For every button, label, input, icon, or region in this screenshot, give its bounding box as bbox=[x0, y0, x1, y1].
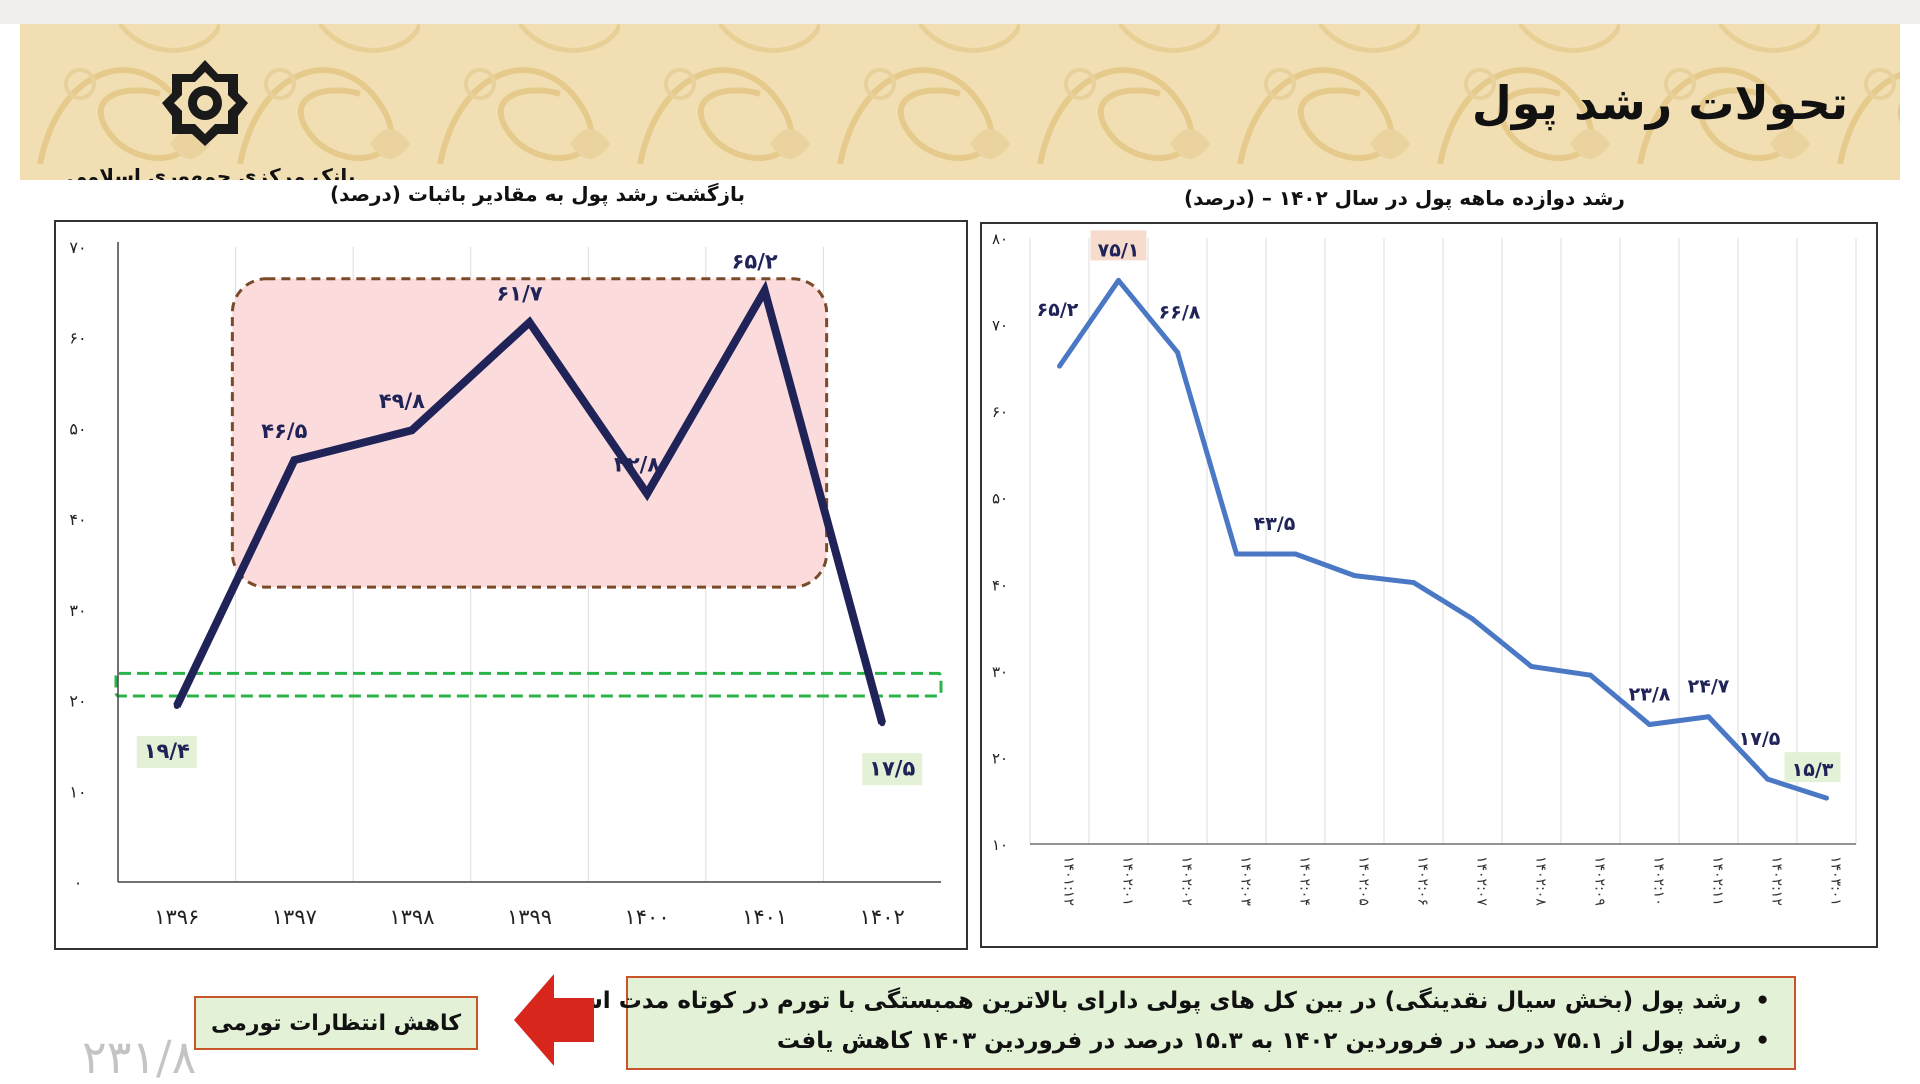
data-point bbox=[173, 703, 180, 710]
x-tick-label: ۱۴۰۲:۰۲ bbox=[1179, 856, 1195, 906]
data-label: ۴۹/۸ bbox=[379, 389, 425, 413]
y-tick-label: ۵۰ bbox=[992, 490, 1008, 508]
data-label: ۷۵/۱ bbox=[1098, 239, 1140, 261]
y-tick-label: ۲۰ bbox=[69, 692, 86, 711]
y-tick-label: ۵۰ bbox=[69, 419, 86, 438]
y-tick-label: ۴۰ bbox=[69, 510, 86, 529]
data-label: ۱۹/۴ bbox=[144, 739, 190, 763]
x-tick-label: ۱۴۰۲:۰۶ bbox=[1415, 856, 1431, 906]
y-tick-label: ۲۰ bbox=[992, 749, 1008, 767]
data-label: ۶۵/۲ bbox=[1037, 299, 1079, 321]
right-chart-svg: ۱۰ ۲۰ ۳۰ ۴۰ ۵۰ ۶۰ ۷۰ ۸۰ ۱۴۰۱:۱۲ ۱۴۰۲:۰۱ ۱۴۰۲:۰۲ ۱۴۰… bbox=[992, 230, 1857, 906]
y-tick-label: ۸۰ bbox=[992, 230, 1008, 248]
data-point bbox=[526, 319, 533, 326]
data-label: ۲۳/۸ bbox=[1629, 684, 1671, 706]
info-bullet-2: رشد پول از ۷۵.۱ درصد در فروردین ۱۴۰۲ به … bbox=[777, 1028, 1770, 1054]
y-tick-label: ۶۰ bbox=[992, 403, 1008, 421]
data-point bbox=[1234, 551, 1239, 557]
info-bullet-1: رشد پول (بخش سیال نقدینگی) در بین کل های… bbox=[556, 988, 1770, 1014]
left-chart-title: بازگشت رشد پول به مقادیر باثبات (درصد) bbox=[330, 182, 745, 206]
data-point bbox=[761, 287, 768, 294]
x-tick-label: ۱۳۹۸ bbox=[389, 905, 434, 929]
data-point bbox=[1647, 722, 1652, 728]
data-label-box bbox=[136, 736, 197, 769]
x-tick-label: ۱۳۹۷ bbox=[272, 905, 317, 929]
x-tick-label: ۱۴۰۱ bbox=[742, 905, 787, 929]
data-point bbox=[1057, 363, 1062, 369]
x-tick-label: ۱۴۰۲:۰۸ bbox=[1533, 856, 1549, 906]
data-point bbox=[291, 457, 298, 464]
data-point bbox=[1765, 776, 1770, 782]
data-point bbox=[1352, 573, 1357, 579]
data-label-box bbox=[1784, 752, 1841, 783]
x-tick-label: ۱۴۰۰ bbox=[625, 905, 670, 929]
data-point bbox=[879, 720, 886, 727]
data-label: ۴۲/۸ bbox=[614, 453, 660, 477]
x-tick-label: ۱۴۰۱:۱۲ bbox=[1061, 856, 1077, 906]
y-tick-label: ۳۰ bbox=[69, 601, 86, 620]
data-point bbox=[408, 427, 415, 434]
data-point bbox=[1824, 795, 1829, 801]
stable-band bbox=[114, 671, 943, 698]
data-point bbox=[644, 490, 651, 497]
right-chart: ۱۰ ۲۰ ۳۰ ۴۰ ۵۰ ۶۰ ۷۰ ۸۰ ۱۴۰۱:۱۲ ۱۴۰۲:۰۱ ۱۴۰۲:۰۲ ۱۴۰… bbox=[980, 222, 1878, 948]
bank-name: بانک مرکزی جمهوری اسلامی ایران bbox=[66, 164, 356, 180]
data-point bbox=[1529, 664, 1534, 670]
y-tick-label: ۷۰ bbox=[992, 317, 1008, 335]
data-point bbox=[1706, 714, 1711, 720]
x-tick-label: ۱۴۰۲:۰۴ bbox=[1297, 856, 1313, 906]
y-tick-label: ۳۰ bbox=[992, 663, 1008, 681]
x-tick-label: ۱۴۰۳:۰۱ bbox=[1828, 856, 1844, 906]
data-label: ۶۱/۷ bbox=[496, 281, 542, 305]
y-tick-label: ۷۰ bbox=[69, 238, 86, 257]
data-point bbox=[1470, 616, 1475, 622]
data-point bbox=[1175, 349, 1180, 355]
x-tick-label: ۱۳۹۹ bbox=[507, 905, 552, 929]
inflation-expectations-label: کاهش انتظارات تورمی bbox=[194, 996, 478, 1050]
x-tick-label: ۱۳۹۶ bbox=[154, 905, 199, 929]
left-arrow-icon bbox=[514, 974, 594, 1066]
data-label-box bbox=[862, 753, 923, 786]
left-chart-svg: ۰ ۱۰ ۲۰ ۳۰ ۴۰ ۵۰ ۶۰ ۷۰ ۱۳۹۶ ۱۳۹۷ ۱۳۹۸ ۱۳۹۹ ۱۴۰۰ ۱۴۰۱ ۱… bbox=[69, 238, 943, 929]
highlight-region bbox=[230, 277, 829, 589]
banner-pattern bbox=[20, 24, 1900, 180]
data-label: ۱۵/۳ bbox=[1792, 759, 1834, 781]
x-tick-label: ۱۴۰۲:۰۷ bbox=[1474, 856, 1490, 906]
bank-logo-icon bbox=[162, 60, 248, 146]
x-tick-label: ۱۴۰۲:۱۱ bbox=[1710, 856, 1726, 906]
data-point bbox=[1411, 580, 1416, 586]
page-title: تحولات رشد پول bbox=[1471, 76, 1848, 130]
x-tick-label: ۱۴۰۲:۰۱ bbox=[1120, 856, 1136, 906]
y-tick-label: ۱۰ bbox=[992, 836, 1008, 854]
x-tick-label: ۱۴۰۲:۰۵ bbox=[1356, 856, 1372, 906]
x-tick-label: ۱۴۰۲:۰۹ bbox=[1592, 856, 1608, 906]
y-tick-label: ۶۰ bbox=[69, 329, 86, 348]
data-label: ۶۵/۲ bbox=[732, 250, 778, 274]
data-point bbox=[1588, 672, 1593, 678]
data-label: ۶۶/۸ bbox=[1159, 301, 1201, 323]
y-tick-label: ۰ bbox=[74, 873, 83, 892]
x-tick-label: ۱۴۰۲ bbox=[860, 905, 905, 929]
x-tick-label: ۱۴۰۲:۱۰ bbox=[1651, 856, 1667, 906]
right-chart-title: رشد دوازده ماهه پول در سال ۱۴۰۲ – (درصد) bbox=[1184, 186, 1625, 210]
page-number: ۲۳۱/۸ bbox=[82, 1030, 197, 1084]
left-chart: ۰ ۱۰ ۲۰ ۳۰ ۴۰ ۵۰ ۶۰ ۷۰ ۱۳۹۶ ۱۳۹۷ ۱۳۹۸ ۱۳۹۹ ۱۴۰۰ ۱۴۰۱ ۱… bbox=[54, 220, 968, 950]
data-point bbox=[1116, 277, 1121, 283]
data-label: ۴۶/۵ bbox=[261, 419, 307, 443]
data-label-box bbox=[1090, 230, 1147, 261]
series-line bbox=[1057, 277, 1828, 801]
x-tick-label: ۱۴۰۲:۱۲ bbox=[1769, 856, 1785, 906]
data-label: ۱۷/۵ bbox=[869, 756, 915, 780]
y-tick-label: ۴۰ bbox=[992, 576, 1008, 594]
y-tick-label: ۱۰ bbox=[69, 782, 86, 801]
data-label: ۱۷/۵ bbox=[1739, 728, 1781, 750]
x-tick-label: ۱۴۰۲:۰۳ bbox=[1238, 856, 1254, 906]
data-point bbox=[1293, 551, 1298, 557]
data-label: ۴۳/۵ bbox=[1254, 513, 1296, 535]
header-banner: بانک مرکزی جمهوری اسلامی ایران تحولات رش… bbox=[20, 24, 1900, 180]
info-box: رشد پول (بخش سیال نقدینگی) در بین کل های… bbox=[556, 976, 1796, 1070]
data-label: ۲۴/۷ bbox=[1688, 676, 1730, 698]
top-strip bbox=[0, 0, 1920, 24]
